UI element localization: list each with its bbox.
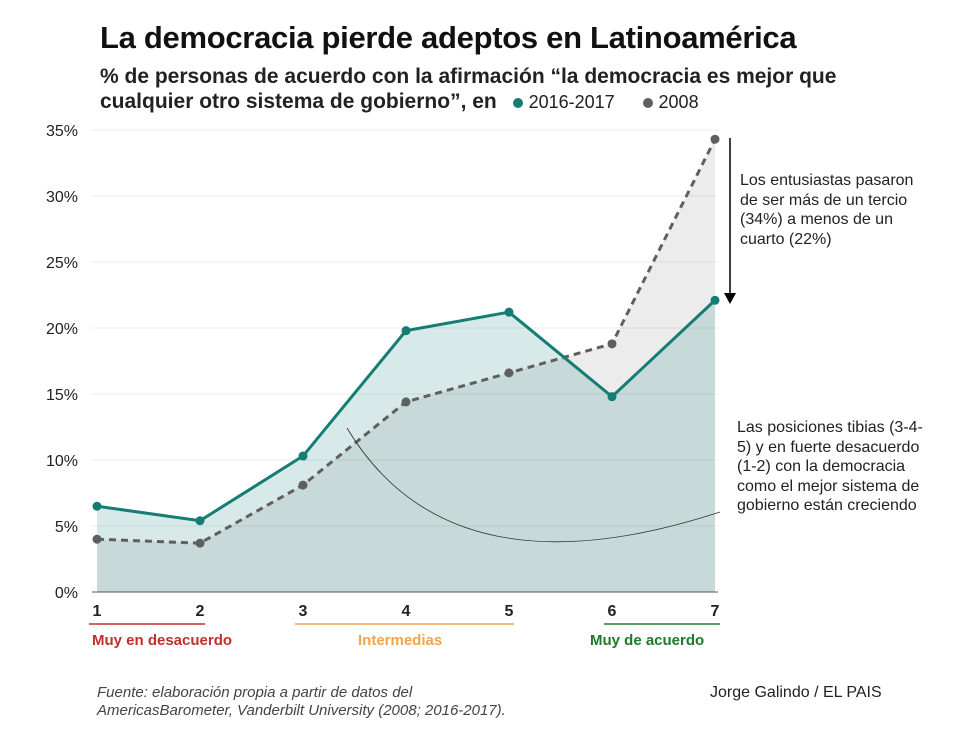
annotation-lukewarm: Las posiciones tibias (3-4-5) y en fuert… <box>737 419 923 514</box>
x-tick-label: 4 <box>402 603 411 620</box>
data-point-2016-2017 <box>710 295 720 305</box>
area-2008 <box>97 139 715 593</box>
data-point-2016-2017 <box>195 516 205 526</box>
data-point-2008 <box>92 534 102 544</box>
x-tick-label: 1 <box>93 603 102 620</box>
legend-label: 2016-2017 <box>528 92 615 112</box>
group-label-intermedias: Intermedias <box>358 632 443 649</box>
y-tick-label: 30% <box>46 189 78 206</box>
data-point-2016-2017 <box>298 451 308 461</box>
annotation-enthusiasts: Los entusiastas pasaron de ser más de un… <box>740 172 914 248</box>
area-2016-2017 <box>97 300 715 592</box>
x-tick-label: 7 <box>711 603 720 620</box>
x-tick-label: 2 <box>196 603 205 620</box>
annotation-arrowhead <box>724 293 736 304</box>
data-point-2016-2017 <box>401 326 411 336</box>
legend-item-2008: 2008 <box>639 92 699 112</box>
y-tick-label: 0% <box>55 585 78 602</box>
data-point-2008 <box>401 397 411 407</box>
legend-marker <box>512 97 523 108</box>
data-point-2016-2017 <box>504 307 514 317</box>
x-tick-label: 3 <box>299 603 308 620</box>
y-tick-label: 5% <box>55 519 78 536</box>
y-tick-label: 15% <box>46 387 78 404</box>
subtitle-text: % de personas de acuerdo con la afirmaci… <box>100 65 837 113</box>
data-point-2008 <box>195 538 205 548</box>
annotation-curve <box>346 427 721 543</box>
group-label-acuerdo: Muy de acuerdo <box>590 632 705 649</box>
source-note: Fuente: elaboración propia a partir de d… <box>97 684 506 719</box>
data-point-2008 <box>710 134 720 144</box>
group-label-desacuerdo: Muy en desacuerdo <box>92 632 233 649</box>
y-tick-label: 25% <box>46 255 78 272</box>
x-tick-label: 5 <box>505 603 514 620</box>
data-point-2016-2017 <box>92 501 102 511</box>
legend-label: 2008 <box>658 92 699 112</box>
legend-item-2016-2017: 2016-2017 <box>509 92 615 112</box>
data-point-2008 <box>504 368 514 378</box>
x-tick-label: 6 <box>608 603 617 620</box>
y-tick-label: 35% <box>46 123 78 140</box>
data-point-2008 <box>298 480 308 490</box>
y-tick-label: 20% <box>46 321 78 338</box>
data-point-2008 <box>607 339 617 349</box>
data-point-2016-2017 <box>607 392 617 402</box>
chart-title: La democracia pierde adeptos en Latinoam… <box>100 20 797 55</box>
legend-marker <box>642 97 653 108</box>
credit: Jorge Galindo / EL PAIS <box>710 684 882 701</box>
chart-subtitle: % de personas de acuerdo con la afirmaci… <box>100 64 920 115</box>
y-tick-label: 10% <box>46 453 78 470</box>
